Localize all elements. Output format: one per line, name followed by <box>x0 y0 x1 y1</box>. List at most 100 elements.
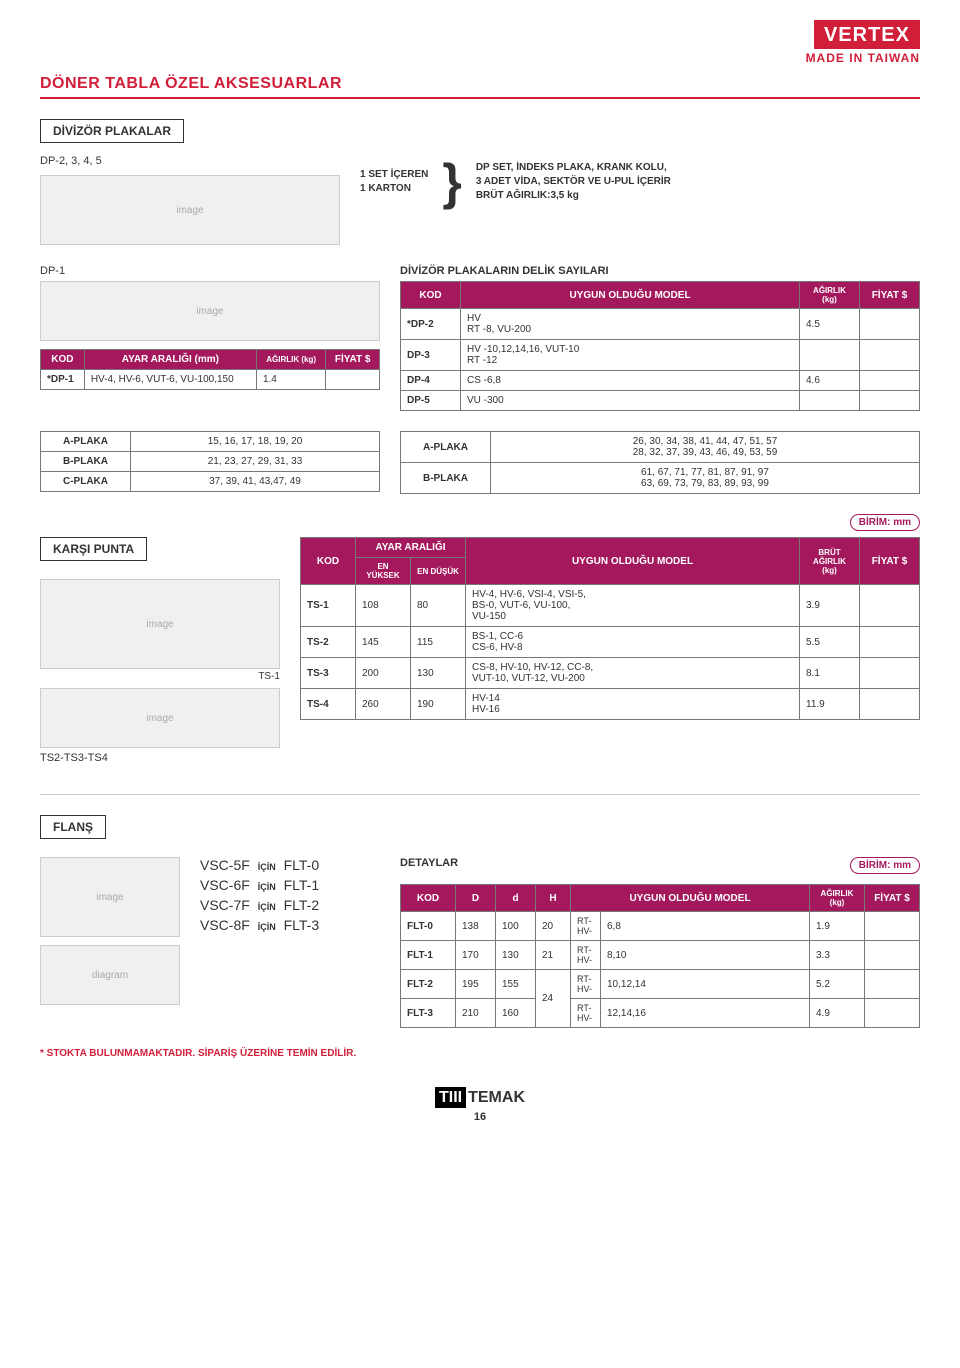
map-b: FLT-2 <box>284 897 320 913</box>
cell-kod: FLT-3 <box>401 999 456 1028</box>
cell-wt: 1.9 <box>810 912 865 941</box>
label-divizor-plakalar: DİVİZÖR PLAKALAR <box>40 119 184 143</box>
th-kod: KOD <box>401 282 461 309</box>
cell-wt: 4.6 <box>800 371 860 391</box>
desc-l1: DP SET, İNDEKS PLAKA, KRANK KOLU, <box>476 161 671 175</box>
cell-kod: DP-4 <box>401 371 461 391</box>
unit-badge: BİRİM: mm <box>850 514 920 531</box>
cell-range: HV-4, HV-6, VUT-6, VU-100,150 <box>84 370 256 390</box>
table-row: DP-4 CS -6,8 4.6 <box>401 371 920 391</box>
cell-price <box>865 970 920 999</box>
cell-kod: *DP-1 <box>41 370 85 390</box>
map-b: FLT-1 <box>284 877 320 893</box>
image-ts1: image <box>40 579 280 669</box>
vertex-logo: VERTEX <box>814 20 920 49</box>
cell-d: 155 <box>496 970 536 999</box>
brace-icon: } <box>442 165 461 200</box>
table-row: FLT-3 210 160 RT-HV- 12,14,16 4.9 <box>401 999 920 1028</box>
cell-kod: DP-3 <box>401 340 461 371</box>
table-row: TS-2 145 115 BS-1, CC-6CS-6, HV-8 5.5 <box>301 627 920 658</box>
map-a: VSC-5F <box>200 857 250 873</box>
table-row: B-PLAKA 21, 23, 27, 29, 31, 33 <box>41 452 380 472</box>
cell-kod: TS-4 <box>301 689 356 720</box>
cell-m2: 10,12,14 <box>601 970 810 999</box>
map-icin: İÇİN <box>258 922 276 932</box>
cell-m1: RT-HV- <box>571 999 601 1028</box>
image-ts234: image <box>40 688 280 748</box>
th-wt: AĞIRLIK (kg) <box>800 282 860 309</box>
cell-wt: 3.9 <box>800 585 860 627</box>
map-a: VSC-8F <box>200 917 250 933</box>
th-kod: KOD <box>401 885 456 912</box>
cell-hi: 108 <box>356 585 411 627</box>
th-hi: EN YÜKSEK <box>356 558 411 585</box>
stock-note: * STOKTA BULUNMAMAKTADIR. SİPARİŞ ÜZERİN… <box>40 1048 920 1059</box>
map-a: VSC-7F <box>200 897 250 913</box>
cell-d: 130 <box>496 941 536 970</box>
th-price: FİYAT $ <box>860 282 920 309</box>
table-row: B-PLAKA 61, 67, 71, 77, 81, 87, 91, 9763… <box>401 463 920 494</box>
cell-kod: TS-2 <box>301 627 356 658</box>
cell-model: HVRT -8, VU-200 <box>461 309 800 340</box>
table-plaka-right: A-PLAKA 26, 30, 34, 38, 41, 44, 47, 51, … <box>400 431 920 494</box>
cell-kod: FLT-2 <box>401 970 456 999</box>
cell-price <box>860 309 920 340</box>
cell-H: 24 <box>536 970 571 1028</box>
cell-D: 210 <box>456 999 496 1028</box>
cell-key: B-PLAKA <box>41 452 131 472</box>
cell-val: 26, 30, 34, 38, 41, 44, 47, 51, 5728, 32… <box>491 432 920 463</box>
desc-l2: 3 ADET VİDA, SEKTÖR VE U-PUL İÇERİR <box>476 175 671 189</box>
th-range: AYAR ARALIĞI (mm) <box>84 350 256 370</box>
th-lo: EN DÜŞÜK <box>411 558 466 585</box>
cell-lo: 190 <box>411 689 466 720</box>
map-a: VSC-6F <box>200 877 250 893</box>
ts1-label: TS-1 <box>40 671 280 682</box>
desc-l3: BRÜT AĞIRLIK:3,5 kg <box>476 189 671 203</box>
table-row: *DP-1 HV-4, HV-6, VUT-6, VU-100,150 1.4 <box>41 370 380 390</box>
table-row: TS-3 200 130 CS-8, HV-10, HV-12, CC-8,VU… <box>301 658 920 689</box>
cell-model: BS-1, CC-6CS-6, HV-8 <box>466 627 800 658</box>
table-row: TS-4 260 190 HV-14HV-16 11.9 <box>301 689 920 720</box>
cell-lo: 130 <box>411 658 466 689</box>
set-l2: 1 KARTON <box>360 182 428 196</box>
ts234-label: TS2-TS3-TS4 <box>40 752 280 764</box>
cell-price <box>865 912 920 941</box>
cell-kod: TS-1 <box>301 585 356 627</box>
cell-price <box>860 627 920 658</box>
cell-val: 61, 67, 71, 77, 81, 87, 91, 9763, 69, 73… <box>491 463 920 494</box>
cell-kod: FLT-1 <box>401 941 456 970</box>
cell-d: 160 <box>496 999 536 1028</box>
cell-val: 37, 39, 41, 43,47, 49 <box>131 472 380 492</box>
cell-hi: 200 <box>356 658 411 689</box>
cell-model: CS-8, HV-10, HV-12, CC-8,VUT-10, VUT-12,… <box>466 658 800 689</box>
cell-kod: DP-5 <box>401 391 461 411</box>
cell-lo: 115 <box>411 627 466 658</box>
tableB-title: DİVİZÖR PLAKALARIN DELİK SAYILARI <box>400 265 920 277</box>
th-model: UYGUN OLDUĞU MODEL <box>571 885 810 912</box>
image-flans: image <box>40 857 180 937</box>
cell-price <box>865 999 920 1028</box>
table-plaka-left: A-PLAKA 15, 16, 17, 18, 19, 20 B-PLAKA 2… <box>40 431 380 492</box>
cell-key: C-PLAKA <box>41 472 131 492</box>
th-D: D <box>456 885 496 912</box>
map-b: FLT-3 <box>284 917 320 933</box>
image-flans-diagram: diagram <box>40 945 180 1005</box>
cell-H: 21 <box>536 941 571 970</box>
table-delik-sayilari: KOD UYGUN OLDUĞU MODEL AĞIRLIK (kg) FİYA… <box>400 281 920 411</box>
cell-hi: 145 <box>356 627 411 658</box>
image-dp-set: image <box>40 175 340 245</box>
detail-label: DETAYLAR <box>400 857 458 869</box>
cell-price <box>860 658 920 689</box>
cell-m1: RT-HV- <box>571 941 601 970</box>
cell-wt: 1.4 <box>256 370 325 390</box>
cell-wt: 8.1 <box>800 658 860 689</box>
section-karsi-punta: BİRİM: mm <box>40 514 920 537</box>
th-wt: BRÜT AĞIRLIK (kg) <box>800 538 860 585</box>
th-wt: AĞIRLIK (kg) <box>256 350 325 370</box>
table-row: DP-3 HV -10,12,14,16, VUT-10RT -12 <box>401 340 920 371</box>
table-dp1-range: KOD AYAR ARALIĞI (mm) AĞIRLIK (kg) FİYAT… <box>40 349 380 390</box>
cell-wt: 11.9 <box>800 689 860 720</box>
table-row: TS-1 108 80 HV-4, HV-6, VSI-4, VSI-5,BS-… <box>301 585 920 627</box>
cell-wt: 3.3 <box>810 941 865 970</box>
table-row: *DP-2 HVRT -8, VU-200 4.5 <box>401 309 920 340</box>
